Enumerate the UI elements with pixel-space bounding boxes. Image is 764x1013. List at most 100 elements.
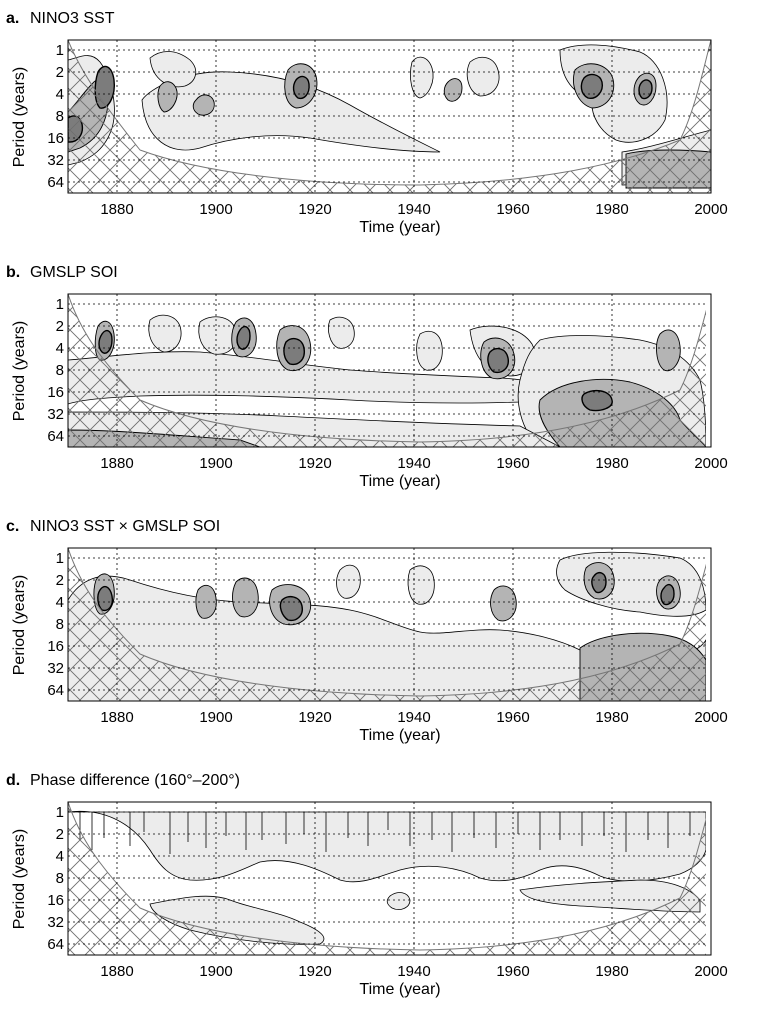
panel-b-xticks: 1880 1900 1920 1940 1960 1980 2000 bbox=[100, 455, 727, 472]
panel-b-region-mid bbox=[656, 329, 681, 372]
x-tick-label: 1880 bbox=[100, 201, 133, 218]
y-tick-label: 8 bbox=[56, 616, 64, 633]
panel-a-region-mid bbox=[157, 81, 178, 113]
panel-c-yticks: 1 2 4 8 16 32 64 bbox=[47, 550, 64, 699]
panel-b-region-high bbox=[581, 389, 613, 412]
y-tick-label: 2 bbox=[56, 318, 64, 335]
panel-a-region-low bbox=[141, 71, 441, 153]
y-tick-label: 64 bbox=[47, 174, 64, 191]
x-tick-label: 2000 bbox=[694, 963, 727, 980]
panel-b-region-high bbox=[283, 337, 305, 366]
panel-c-cone-of-influence bbox=[68, 548, 711, 701]
y-tick-label: 1 bbox=[56, 804, 64, 821]
panel-a-region-low bbox=[466, 56, 500, 97]
x-tick-label: 1960 bbox=[496, 709, 529, 726]
panel-d-xticks: 1880 1900 1920 1940 1960 1980 2000 bbox=[100, 963, 727, 980]
panel-c-frame bbox=[67, 547, 712, 702]
panel-c-region-low bbox=[407, 565, 435, 605]
y-tick-label: 2 bbox=[56, 64, 64, 81]
panel-b-cone-of-influence bbox=[68, 294, 711, 447]
y-tick-label: 16 bbox=[47, 638, 64, 655]
x-tick-label: 1940 bbox=[397, 455, 430, 472]
y-tick-label: 32 bbox=[47, 914, 64, 931]
panel-c-region-low bbox=[336, 564, 361, 599]
panel-a-xticks: 1880 1900 1920 1940 1960 1980 2000 bbox=[100, 201, 727, 218]
panel-a-region-mid bbox=[443, 78, 463, 102]
panel-b-frame bbox=[67, 293, 712, 448]
panel-a-region-mid bbox=[192, 94, 215, 116]
y-tick-label: 1 bbox=[56, 296, 64, 313]
x-tick-label: 1960 bbox=[496, 963, 529, 980]
y-tick-label: 32 bbox=[47, 152, 64, 169]
panel-b-region-low bbox=[148, 314, 182, 353]
y-tick-label: 64 bbox=[47, 936, 64, 953]
panel-c-region-high bbox=[660, 583, 675, 606]
x-tick-label: 1920 bbox=[298, 201, 331, 218]
panel-c-region-mid bbox=[232, 577, 259, 618]
panel-a-region-low bbox=[410, 56, 434, 99]
y-tick-label: 1 bbox=[56, 550, 64, 567]
panel-d-phase-noise bbox=[79, 812, 691, 854]
y-tick-label: 8 bbox=[56, 870, 64, 887]
x-tick-label: 1880 bbox=[100, 455, 133, 472]
panel-c-label: c. bbox=[6, 518, 19, 535]
x-tick-label: 2000 bbox=[694, 709, 727, 726]
x-tick-label: 1980 bbox=[595, 963, 628, 980]
x-tick-label: 1880 bbox=[100, 709, 133, 726]
panel-d: d. Phase difference (160°–200°) bbox=[6, 772, 728, 998]
x-tick-label: 1940 bbox=[397, 963, 430, 980]
panel-b-label: b. bbox=[6, 264, 20, 281]
panel-d-grid bbox=[68, 802, 711, 955]
panel-a-label: a. bbox=[6, 10, 19, 27]
panel-b-yticks: 1 2 4 8 16 32 64 bbox=[47, 296, 64, 445]
y-tick-label: 2 bbox=[56, 572, 64, 589]
panel-b-region-high bbox=[487, 347, 509, 374]
panel-a-cone-of-influence bbox=[68, 40, 711, 193]
y-tick-label: 4 bbox=[56, 340, 64, 357]
panel-c: c. NINO3 SST × GMSLP SOI bbox=[6, 518, 728, 744]
panel-c-region-high bbox=[591, 571, 607, 594]
y-tick-label: 32 bbox=[47, 406, 64, 423]
panel-d-contours bbox=[68, 810, 707, 945]
y-tick-label: 1 bbox=[56, 42, 64, 59]
x-tick-label: 1980 bbox=[595, 201, 628, 218]
panel-c-xticks: 1880 1900 1920 1940 1960 1980 2000 bbox=[100, 709, 727, 726]
panel-a-yticks: 1 2 4 8 16 32 64 bbox=[47, 42, 64, 191]
y-tick-label: 4 bbox=[56, 848, 64, 865]
x-tick-label: 1980 bbox=[595, 709, 628, 726]
y-tick-label: 16 bbox=[47, 384, 64, 401]
panel-b-xlabel: Time (year) bbox=[359, 473, 440, 490]
x-tick-label: 1900 bbox=[199, 455, 232, 472]
panel-d-cone-of-influence bbox=[68, 802, 711, 955]
y-tick-label: 8 bbox=[56, 362, 64, 379]
panel-b-region-low bbox=[416, 330, 443, 371]
panel-c-grid bbox=[68, 548, 711, 701]
y-tick-label: 8 bbox=[56, 108, 64, 125]
panel-c-region-mid bbox=[490, 585, 517, 622]
y-tick-label: 16 bbox=[47, 130, 64, 147]
panel-c-ylabel: Period (years) bbox=[11, 575, 28, 675]
panel-b-title: GMSLP SOI bbox=[30, 264, 118, 281]
panel-d-ylabel: Period (years) bbox=[11, 829, 28, 929]
panel-d-plot bbox=[68, 802, 711, 955]
x-tick-label: 1960 bbox=[496, 455, 529, 472]
panel-d-label: d. bbox=[6, 772, 20, 789]
panel-a-ylabel: Period (years) bbox=[11, 67, 28, 167]
panel-c-region-high bbox=[97, 585, 114, 612]
panel-c-no-data-region bbox=[706, 548, 711, 701]
x-tick-label: 1980 bbox=[595, 455, 628, 472]
x-tick-label: 1960 bbox=[496, 201, 529, 218]
y-tick-label: 16 bbox=[47, 892, 64, 909]
panel-a-plot bbox=[68, 40, 711, 193]
panel-a-xlabel: Time (year) bbox=[359, 219, 440, 236]
panel-d-yticks: 1 2 4 8 16 32 64 bbox=[47, 804, 64, 953]
x-tick-label: 2000 bbox=[694, 201, 727, 218]
panel-a-region-low bbox=[149, 51, 197, 88]
y-tick-label: 4 bbox=[56, 594, 64, 611]
panel-c-region-mid bbox=[195, 584, 217, 619]
x-tick-label: 1900 bbox=[199, 709, 232, 726]
panel-a-region-high bbox=[638, 79, 653, 100]
x-tick-label: 1940 bbox=[397, 709, 430, 726]
x-tick-label: 1920 bbox=[298, 455, 331, 472]
